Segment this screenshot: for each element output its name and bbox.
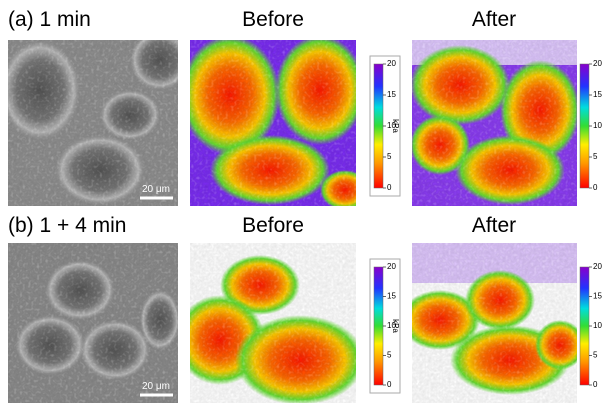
stiffness-map	[180, 35, 370, 210]
panel-label: (a) 1 min	[8, 8, 91, 31]
colorbar-tick-label: 20	[593, 59, 602, 68]
colorbar	[374, 267, 383, 385]
colorbar-tick-label: 0	[387, 183, 392, 192]
panel-label: (b) 1 + 4 min	[8, 214, 126, 237]
colorbar	[580, 267, 589, 385]
map-title: After	[472, 214, 516, 237]
colorbar-tick-label: 15	[387, 292, 396, 301]
colorbar-tick-label: 10	[593, 121, 602, 130]
colorbar-tick-label: 0	[593, 183, 598, 192]
colorbar-tick-label: 0	[593, 380, 598, 389]
micrograph	[8, 243, 180, 403]
colorbar-tick-label: 5	[387, 152, 392, 161]
map-title: Before	[242, 8, 304, 31]
colorbar-tick-label: 5	[593, 152, 598, 161]
colorbar-tick-label: 10	[593, 321, 602, 330]
colorbar-unit: kPa	[391, 319, 400, 333]
scale-bar-label: 20 μm	[142, 381, 170, 392]
colorbar-tick-label: 5	[593, 351, 598, 360]
colorbar	[580, 64, 589, 188]
colorbar-tick-label: 15	[593, 90, 602, 99]
colorbar-tick-label: 0	[387, 380, 392, 389]
stiffness-map	[175, 243, 365, 405]
micrograph	[0, 30, 190, 206]
colorbar	[374, 64, 383, 188]
figure: (a) 1 min 20 μm Before 0 5 10 15 20 kPa After 0 5 10…	[0, 0, 605, 406]
colorbar-tick-label: 20	[593, 262, 602, 271]
colorbar-unit: kPa	[391, 119, 400, 133]
stiffness-map	[400, 243, 585, 403]
scale-bar-label: 20 μm	[142, 184, 170, 195]
colorbar-tick-label: 15	[387, 90, 396, 99]
map-title: After	[472, 8, 516, 31]
colorbar-tick-label: 20	[387, 262, 396, 271]
stiffness-map	[410, 40, 580, 206]
map-title: Before	[242, 214, 304, 237]
colorbar-tick-label: 5	[387, 351, 392, 360]
colorbar-tick-label: 20	[387, 59, 396, 68]
colorbar-tick-label: 15	[593, 292, 602, 301]
